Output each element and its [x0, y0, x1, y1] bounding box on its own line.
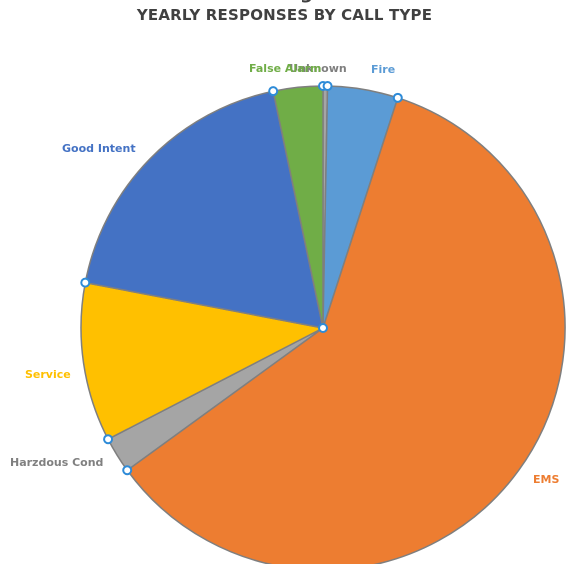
- title-fragment-text: g: [300, 0, 340, 3]
- selection-handle[interactable]: [392, 92, 403, 103]
- data-label-false-alarm: False Alarm: [249, 62, 322, 75]
- data-label-harzdous-cond: Harzdous Cond: [10, 456, 103, 469]
- selection-handle-center[interactable]: [318, 323, 328, 333]
- data-label-unknown: Unknown: [289, 62, 346, 75]
- pie-slice-service[interactable]: [80, 281, 326, 441]
- pie-slice-ems[interactable]: [126, 96, 566, 564]
- selection-handle[interactable]: [80, 277, 91, 288]
- selection-handle[interactable]: [103, 434, 114, 445]
- chart-title: YEARLY RESPONSES BY CALL TYPE: [136, 6, 433, 24]
- data-label-service: Service: [25, 368, 71, 381]
- selection-handle[interactable]: [268, 86, 279, 97]
- data-label-ems: EMS: [533, 473, 559, 486]
- selection-handle[interactable]: [322, 81, 333, 92]
- data-label-fire: Fire: [371, 63, 395, 76]
- pie-slice-good-intent[interactable]: [84, 90, 324, 329]
- selection-handle[interactable]: [122, 465, 133, 476]
- cropped-title-fragment: g: [300, 0, 340, 5]
- data-label-good-intent: Good Intent: [62, 142, 136, 155]
